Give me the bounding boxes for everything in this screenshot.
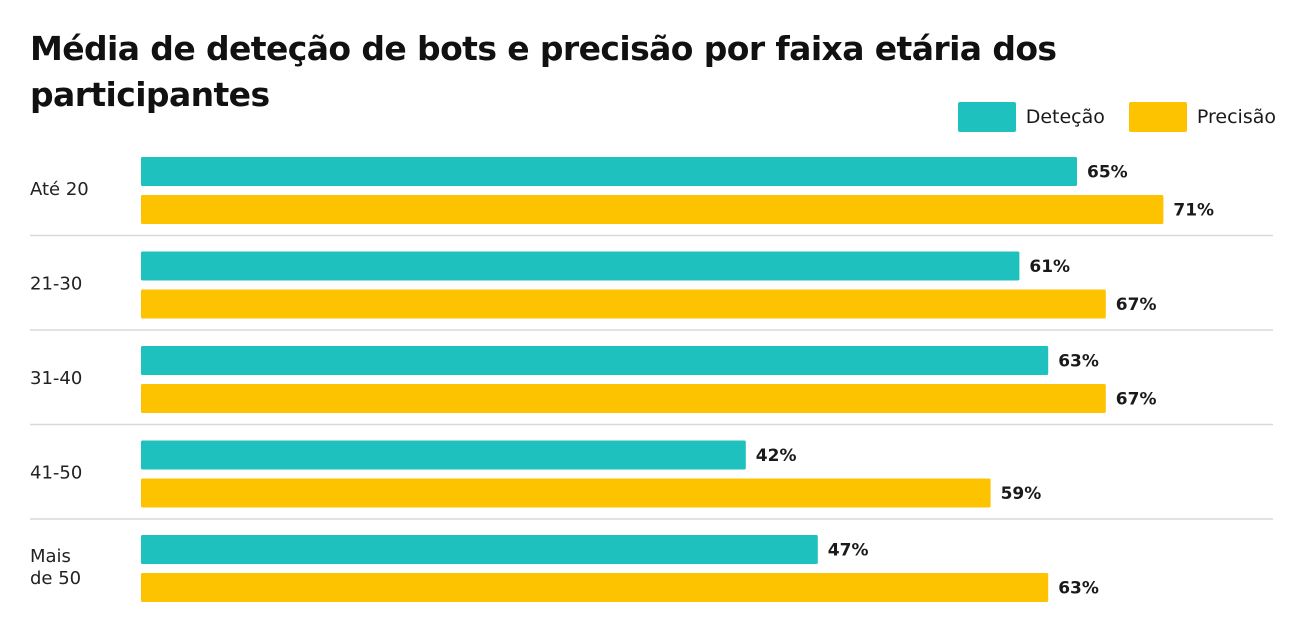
- bar-detecao-mais-de-50: [141, 535, 818, 564]
- value-label-detecao-at-20: 65%: [1087, 163, 1128, 183]
- value-label-precisao-31-40: 67%: [1116, 390, 1157, 410]
- bar-detecao-31-40: [141, 346, 1049, 375]
- bar-precisao-41-50: [141, 478, 991, 508]
- legend-label-detecao: Deteção: [1025, 106, 1105, 128]
- legend-label-precisao: Precisão: [1196, 106, 1276, 128]
- legend-item-detecao: Deteção: [957, 102, 1105, 132]
- value-label-precisao-21-30: 67%: [1116, 295, 1157, 315]
- bar-precisao-21-30: [141, 289, 1106, 319]
- value-label-detecao-21-30: 61%: [1029, 257, 1070, 277]
- bar-detecao-at-20: [141, 157, 1077, 186]
- value-label-detecao-mais-de-50: 47%: [828, 541, 869, 561]
- category-label-21-30: 21-30: [30, 274, 82, 295]
- chart-title: Média de deteção de bots e precisão por …: [30, 29, 1057, 114]
- value-label-detecao-31-40: 63%: [1058, 352, 1099, 372]
- bar-detecao-41-50: [141, 440, 746, 470]
- legend: Deteção Precisão: [934, 102, 1276, 132]
- value-label-detecao-41-50: 42%: [756, 446, 797, 466]
- legend-swatch-detecao: [957, 102, 1016, 132]
- category-label-at-20: Até 20: [30, 179, 89, 200]
- bar-precisao-31-40: [141, 384, 1106, 413]
- value-label-precisao-at-20: 71%: [1173, 201, 1214, 221]
- category-label-31-40: 31-40: [30, 368, 82, 389]
- category-label-mais-de-50: Mais de 50: [30, 546, 81, 589]
- bar-precisao-at-20: [141, 195, 1164, 224]
- value-label-precisao-mais-de-50: 63%: [1058, 579, 1099, 599]
- value-label-precisao-41-50: 59%: [1001, 484, 1042, 504]
- legend-item-precisao: Precisão: [1128, 102, 1276, 132]
- bar-detecao-21-30: [141, 251, 1020, 281]
- category-label-41-50: 41-50: [30, 463, 82, 484]
- bar-precisao-mais-de-50: [141, 573, 1049, 602]
- legend-swatch-precisao: [1128, 102, 1187, 132]
